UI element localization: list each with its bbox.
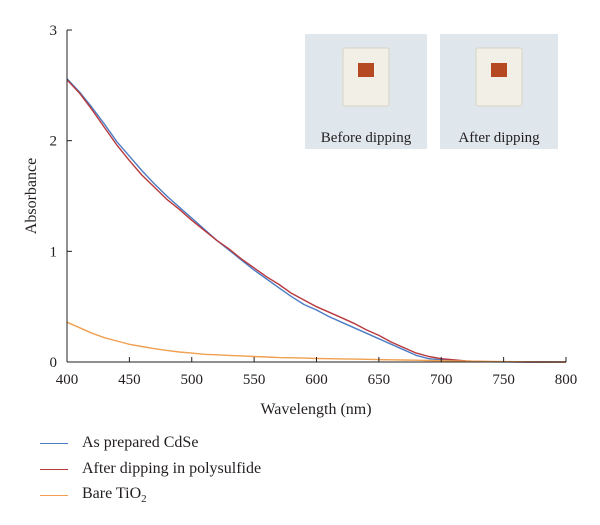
legend-label-cdse: As prepared CdSe [82,434,199,451]
legend-label-tio2: Bare TiO2 [82,485,147,505]
series-line-3 [66,321,567,363]
cdse-film-square [491,63,507,77]
legend-label-tio2-sub: 2 [141,493,147,506]
x-tick-label: 700 [430,372,453,388]
legend: As prepared CdSe After dipping in polysu… [40,430,261,508]
x-tick-label: 800 [555,372,578,388]
y-tick-label: 0 [50,355,58,371]
legend-swatch-tio2 [40,494,68,496]
x-tick-label: 550 [243,372,266,388]
legend-item-polysulfide: After dipping in polysulfide [40,456,261,482]
x-tick-label: 500 [181,372,204,388]
photo-caption: After dipping [458,130,540,146]
y-tick-label: 3 [50,23,58,39]
y-axis-title: Absorbance [23,158,40,234]
x-axis-title: Wavelength (nm) [260,401,371,418]
inset-photo-2: After dipping [440,34,558,149]
legend-label-polysulfide: After dipping in polysulfide [82,460,262,477]
legend-swatch-polysulfide [40,468,68,470]
y-tick-label: 1 [50,244,58,260]
inset-photos: Before dipping After dipping [305,34,558,149]
tick-labels: 400 450 500 550 600 650 700 750 800 0 1 2 3 [50,23,578,388]
cdse-film-square [358,63,374,77]
inset-photo-1: Before dipping [305,34,427,149]
legend-item-tio2: Bare TiO2 [40,482,261,508]
y-tick-label: 2 [50,134,58,150]
x-tick-label: 750 [492,372,515,388]
x-tick-label: 650 [368,372,391,388]
x-tick-label: 400 [56,372,79,388]
x-tick-label: 450 [118,372,141,388]
legend-item-cdse: As prepared CdSe [40,430,261,456]
photo-caption: Before dipping [321,130,412,146]
legend-label-tio2-main: Bare TiO [82,484,142,502]
x-tick-label: 600 [305,372,328,388]
legend-swatch-cdse [40,442,68,444]
